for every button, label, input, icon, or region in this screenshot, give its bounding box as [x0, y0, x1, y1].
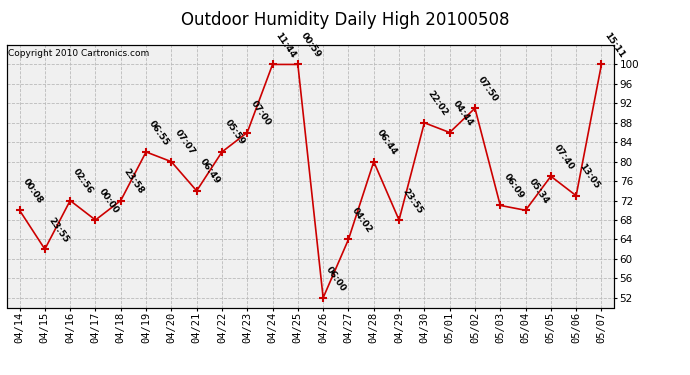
Text: 06:55: 06:55: [148, 118, 171, 147]
Text: 06:09: 06:09: [502, 172, 525, 201]
Text: 07:07: 07:07: [172, 128, 197, 157]
Text: 00:00: 00:00: [97, 187, 120, 215]
Text: 06:49: 06:49: [198, 157, 221, 186]
Text: 00:59: 00:59: [299, 31, 323, 60]
Text: 04:02: 04:02: [350, 206, 373, 235]
Text: 11:44: 11:44: [274, 31, 298, 60]
Text: 05:59: 05:59: [224, 118, 247, 147]
Text: 15:11: 15:11: [603, 31, 627, 60]
Text: 00:08: 00:08: [21, 177, 44, 206]
Text: 04:44: 04:44: [451, 99, 475, 128]
Text: 23:58: 23:58: [122, 167, 146, 196]
Text: 02:56: 02:56: [72, 167, 95, 196]
Text: 06:44: 06:44: [375, 128, 399, 157]
Text: 22:02: 22:02: [426, 89, 449, 118]
Text: 23:55: 23:55: [46, 216, 70, 244]
Text: Copyright 2010 Cartronics.com: Copyright 2010 Cartronics.com: [8, 49, 150, 58]
Text: 23:55: 23:55: [400, 186, 424, 215]
Text: 07:40: 07:40: [552, 143, 576, 171]
Text: 13:05: 13:05: [578, 162, 601, 191]
Text: 07:00: 07:00: [248, 99, 272, 128]
Text: 07:50: 07:50: [476, 75, 500, 104]
Text: 05:34: 05:34: [527, 177, 551, 206]
Text: Outdoor Humidity Daily High 20100508: Outdoor Humidity Daily High 20100508: [181, 11, 509, 29]
Text: 06:00: 06:00: [324, 265, 348, 293]
